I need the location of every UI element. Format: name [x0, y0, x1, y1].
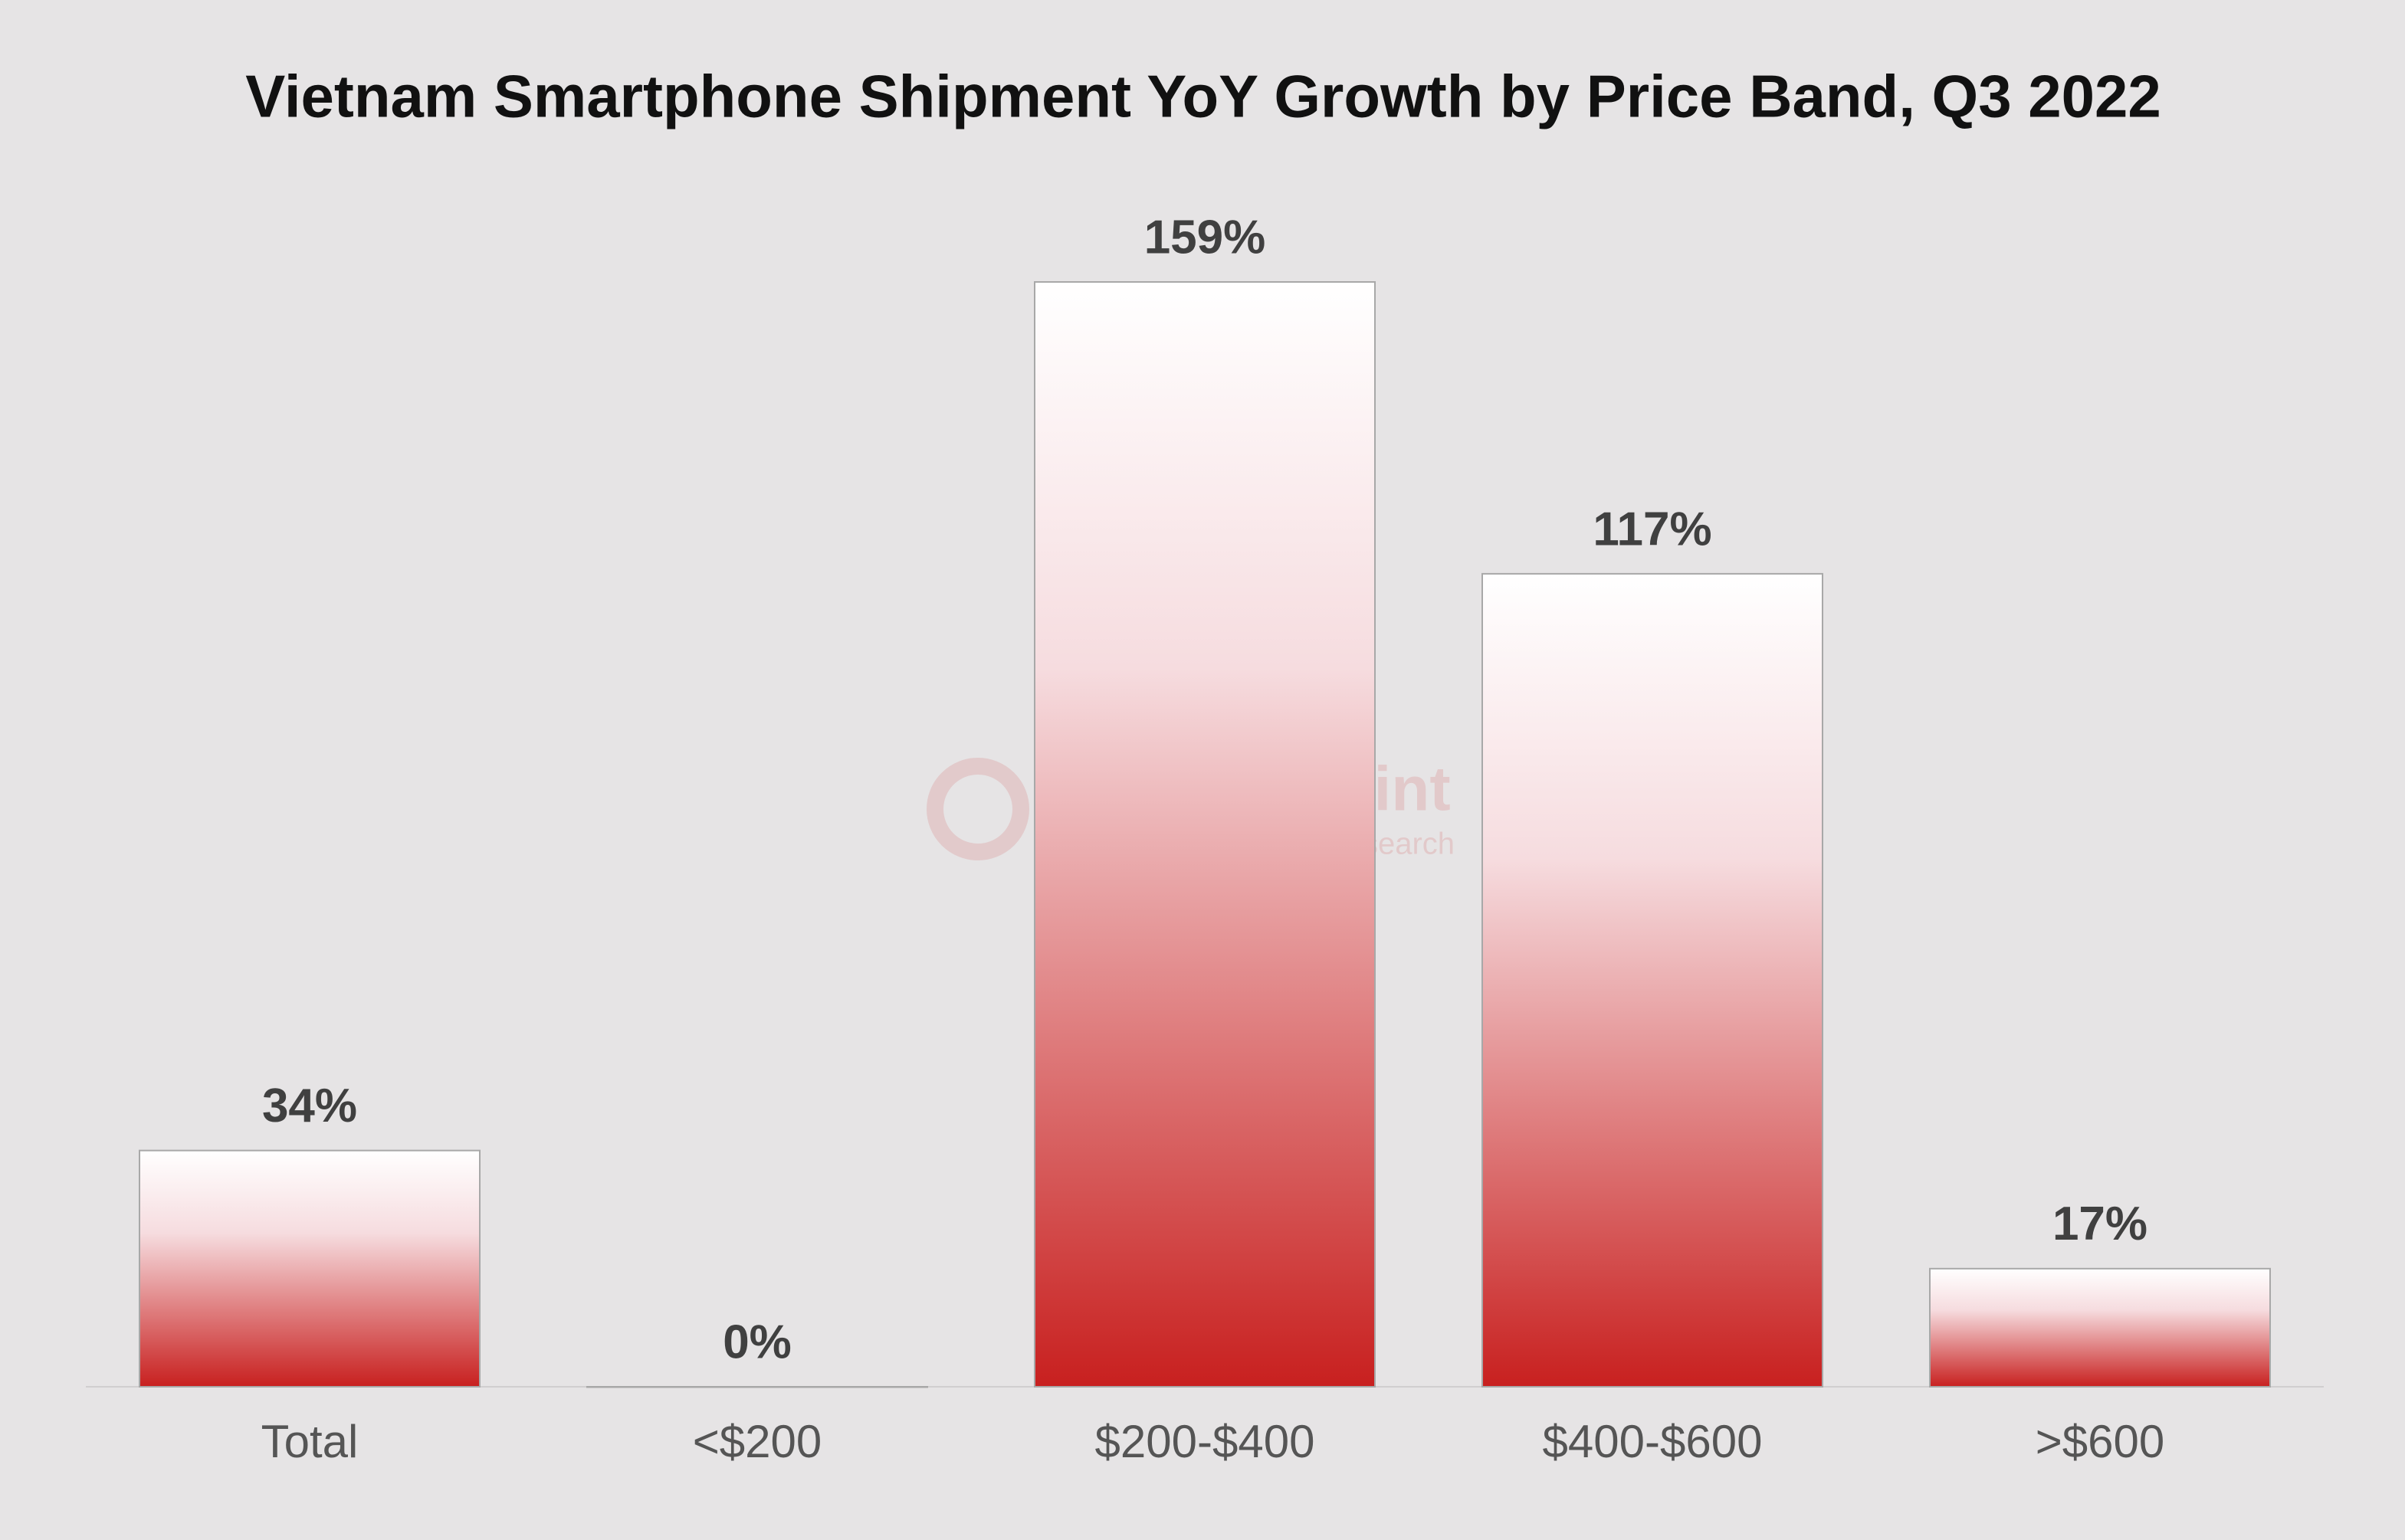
- x-tick-label: <$200: [693, 1416, 822, 1467]
- bar: [1929, 1267, 2271, 1388]
- value-label: 159%: [1144, 211, 1266, 264]
- value-label: 34%: [262, 1080, 357, 1132]
- bar: [139, 1149, 481, 1388]
- bar: [1034, 281, 1376, 1388]
- watermark-logo: [927, 758, 1029, 860]
- x-tick-label: $200-$400: [1095, 1416, 1315, 1467]
- value-label: 17%: [2052, 1198, 2147, 1250]
- chart-title: Vietnam Smartphone Shipment YoY Growth b…: [245, 63, 2161, 130]
- bar: [586, 1386, 928, 1388]
- x-tick-label: $400-$600: [1543, 1416, 1763, 1467]
- x-tick-label: >$600: [2036, 1416, 2165, 1467]
- value-label: 0%: [723, 1316, 792, 1368]
- bar: [1481, 572, 1823, 1388]
- x-tick-label: Total: [261, 1416, 359, 1467]
- value-label: 117%: [1593, 503, 1711, 555]
